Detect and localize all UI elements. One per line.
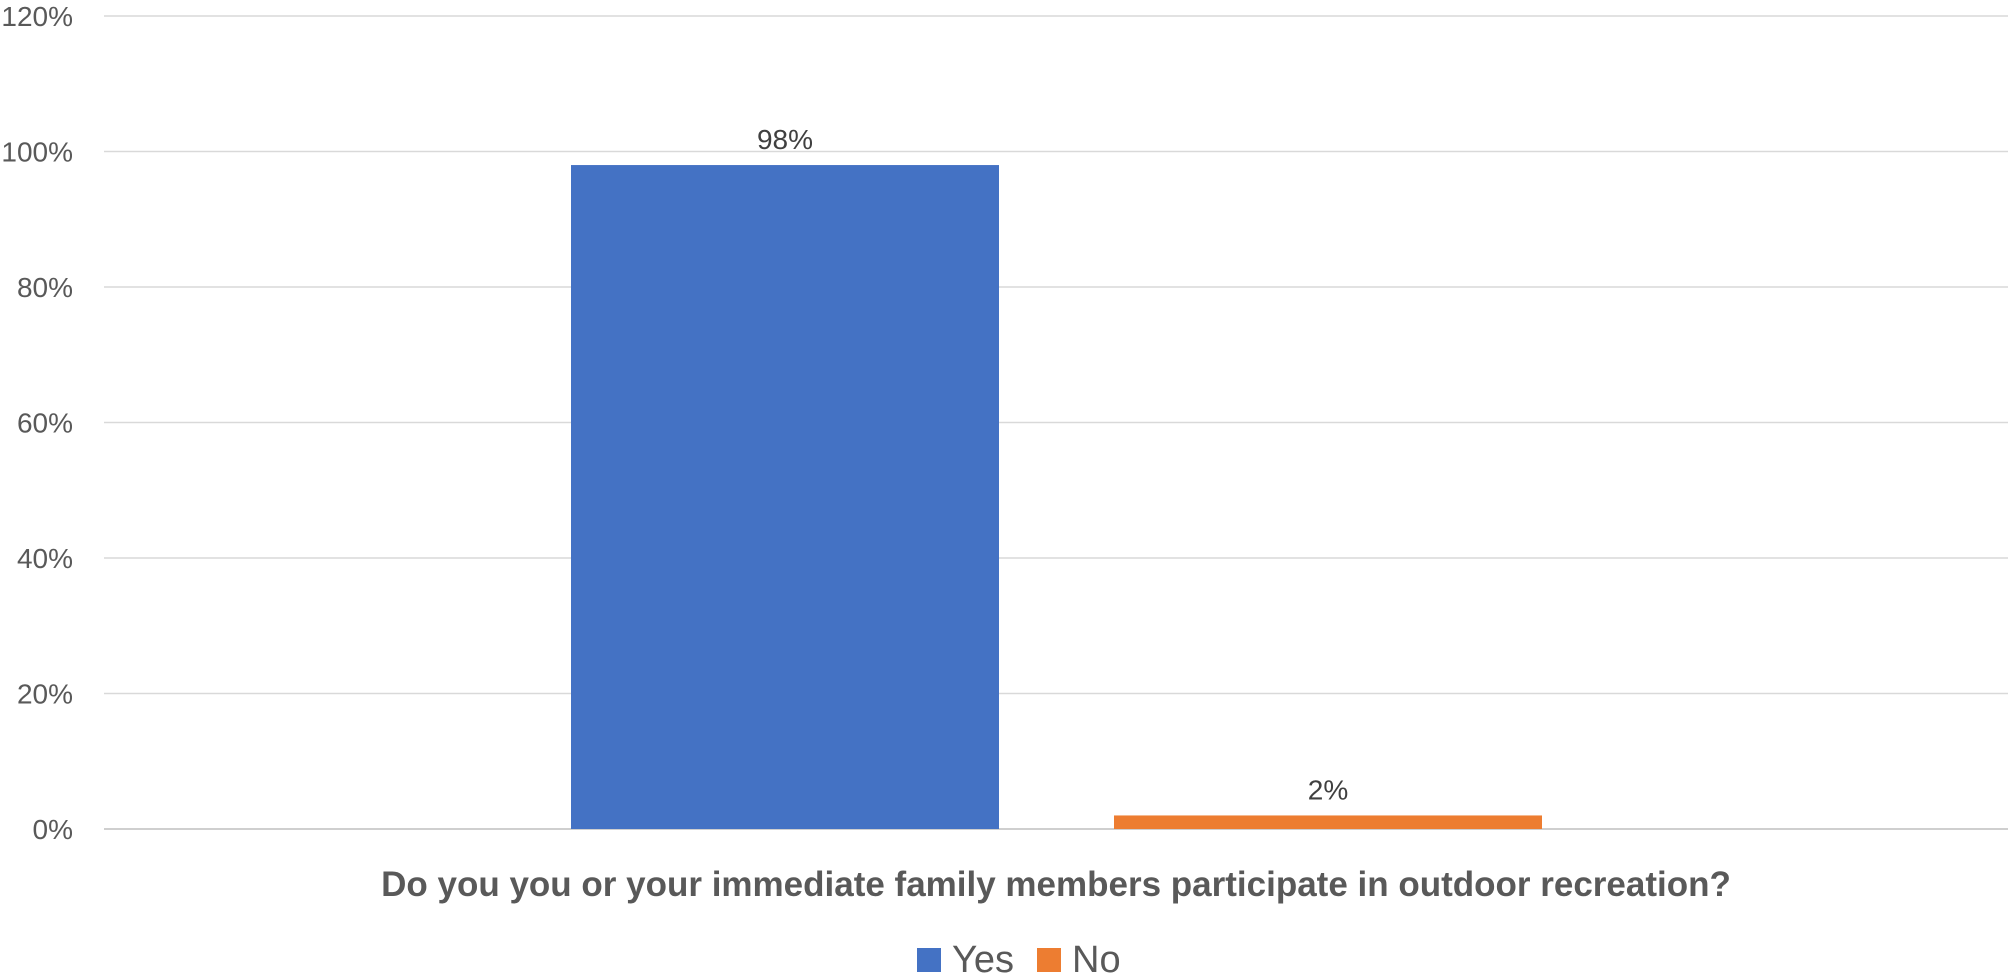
legend-label-no: No [1072,939,1121,979]
y-tick-label: 100% [1,137,73,168]
bar-yes [571,165,999,830]
gridlines [104,15,2008,830]
data-label-no: 2% [1308,774,1348,805]
y-tick-label: 40% [17,543,73,574]
data-label-yes: 98% [757,124,813,155]
legend-swatch-no [1037,948,1061,972]
y-tick-label: 120% [1,1,73,32]
data-labels: 98% 2% [757,124,1348,805]
legend-swatch-yes [917,948,941,972]
bars [571,165,1542,830]
y-tick-label: 60% [17,408,73,439]
legend: Yes No [917,939,1121,979]
y-axis-tick-labels: 0% 20% 40% 60% 80% 100% 120% [1,1,73,845]
y-tick-label: 20% [17,679,73,710]
legend-label-yes: Yes [952,939,1014,979]
y-tick-label: 0% [33,814,73,845]
x-axis-title: Do you you or your immediate family memb… [381,865,1731,904]
bar-no [1114,815,1542,829]
y-tick-label: 80% [17,272,73,303]
